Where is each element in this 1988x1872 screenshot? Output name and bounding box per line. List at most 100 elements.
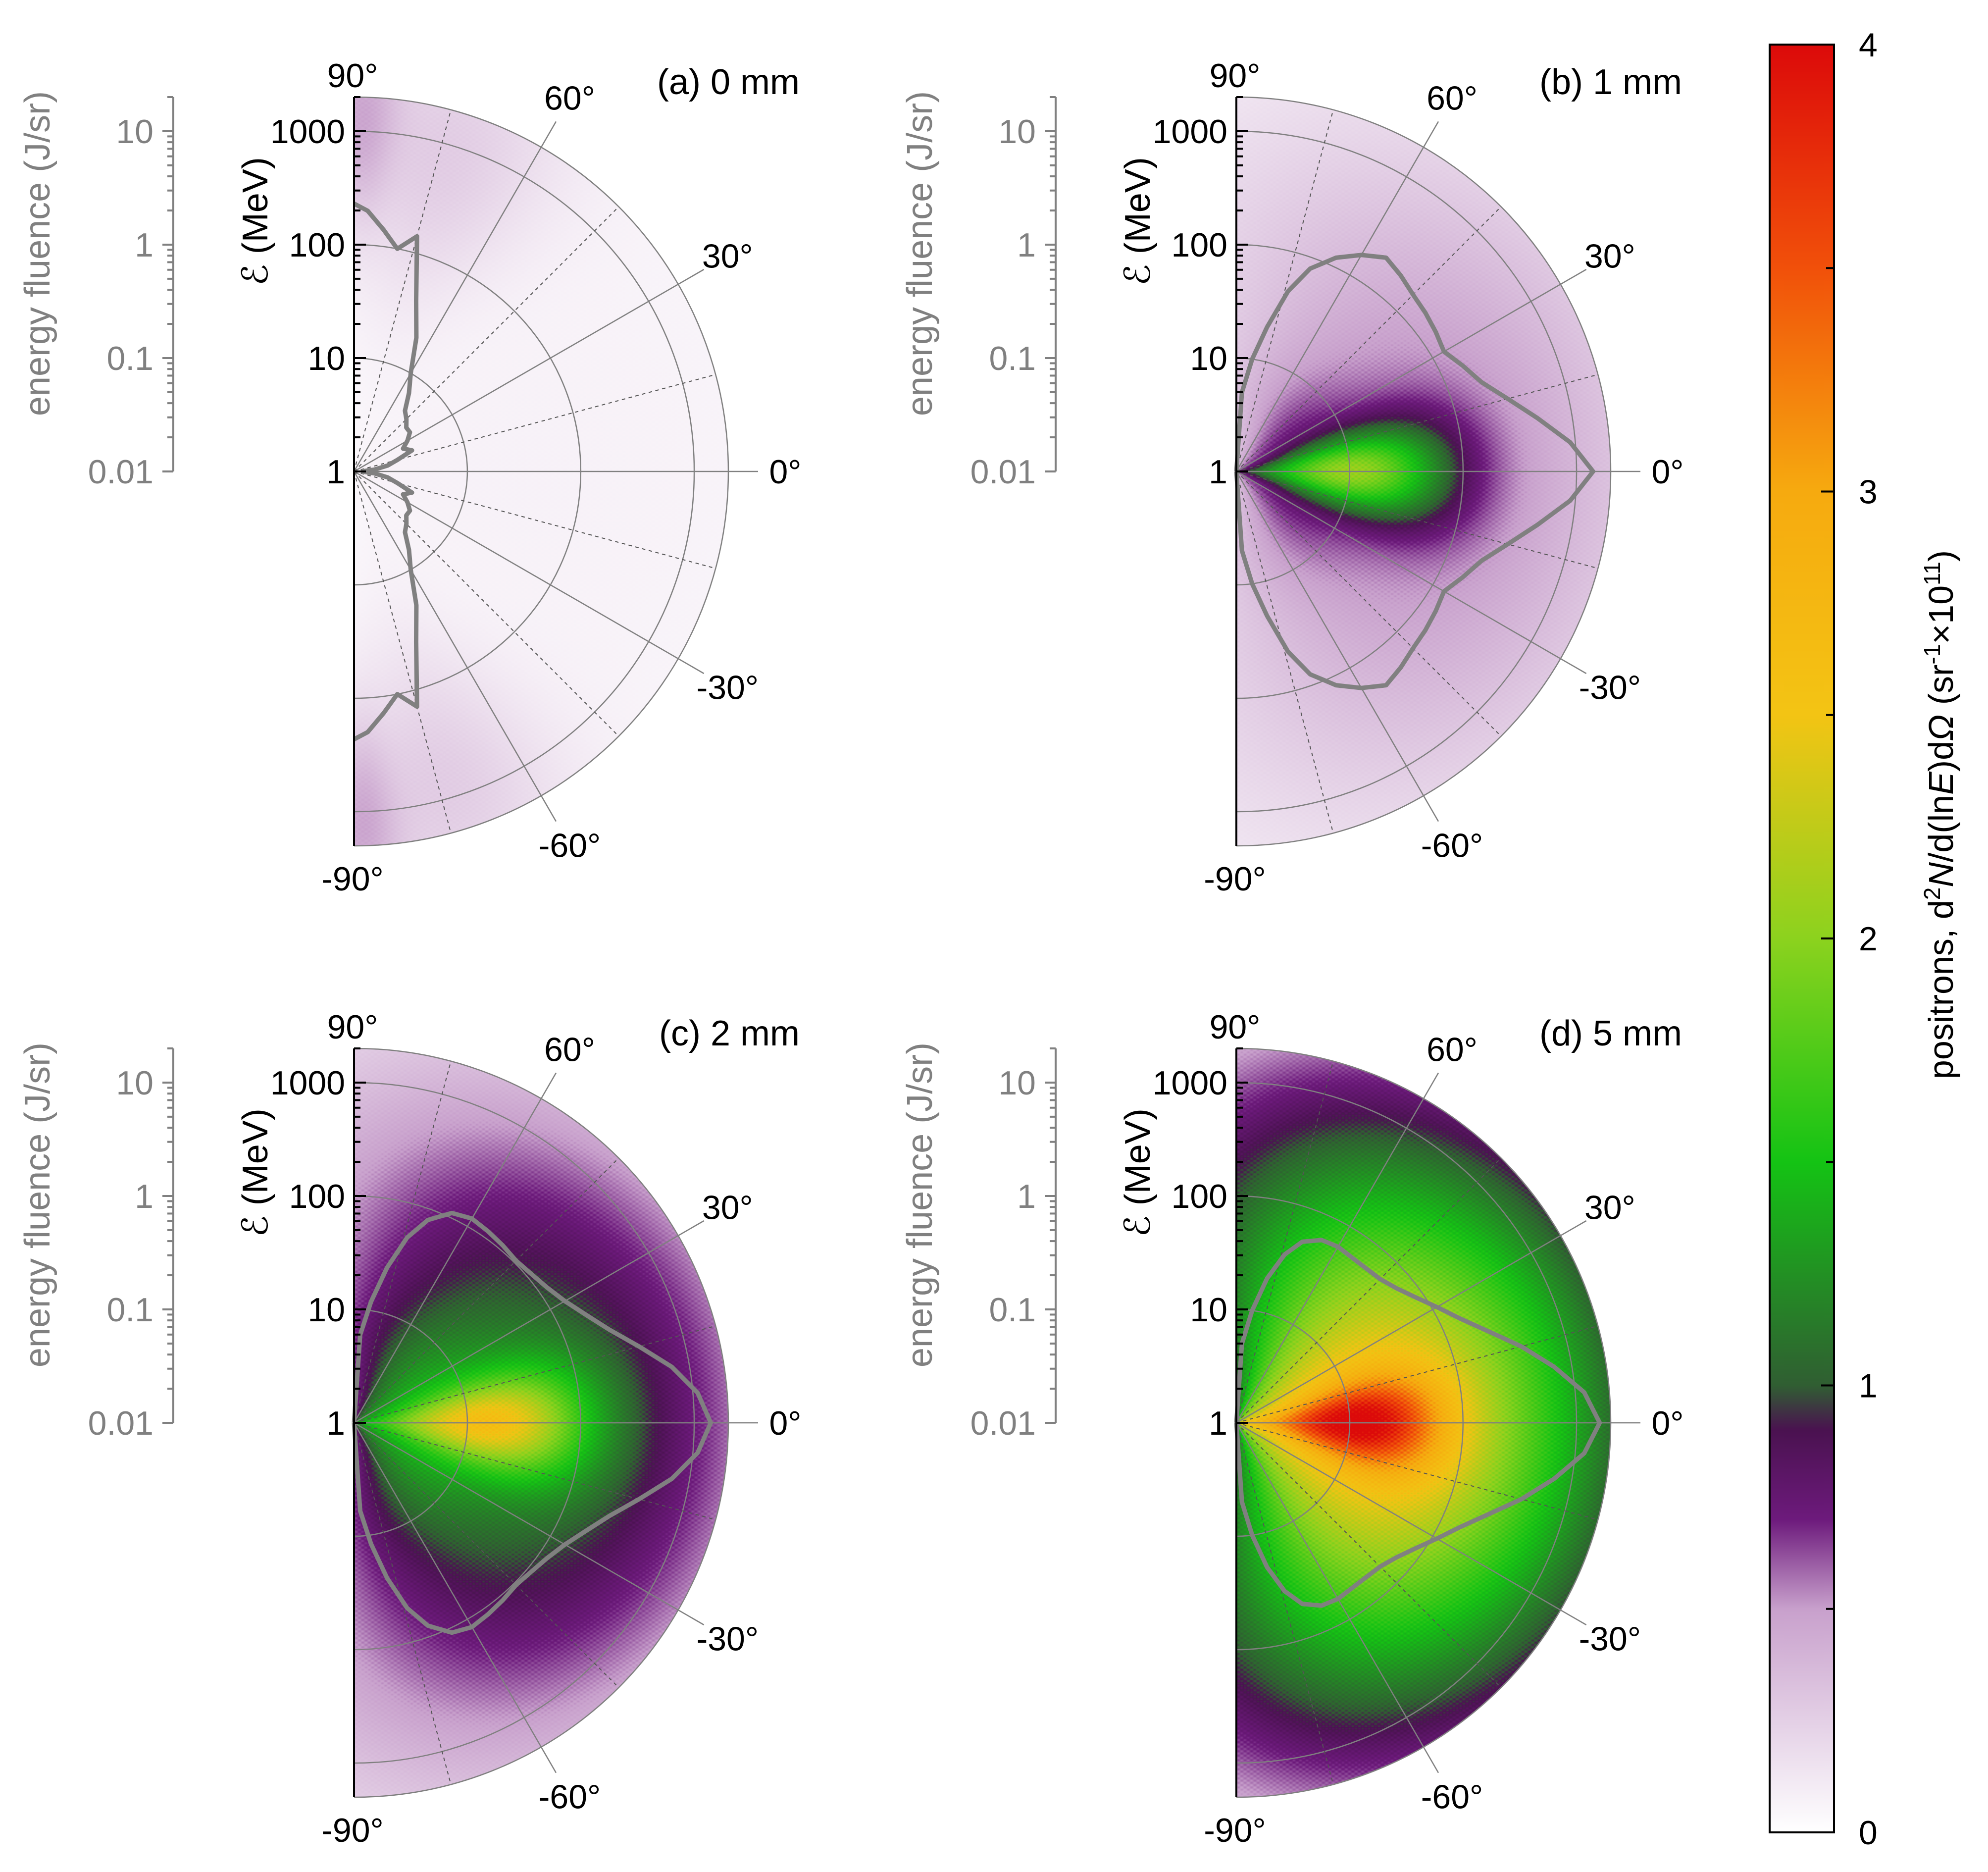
fluence-tick-label: 0.01 bbox=[970, 453, 1036, 491]
fluence-tick-label: 0.1 bbox=[989, 1291, 1036, 1329]
angle-grid-line bbox=[354, 470, 705, 675]
energy-tick-label: 100 bbox=[289, 1178, 345, 1215]
angle-label-minus90: -90° bbox=[321, 1812, 383, 1849]
angle-label: 30° bbox=[1584, 238, 1635, 275]
fluence-tick-label: 0.01 bbox=[88, 453, 153, 491]
angle-grid-dashed-line bbox=[354, 109, 452, 472]
angle-grid-dashed-line bbox=[1236, 374, 1598, 472]
energy-tick-label: 1 bbox=[326, 1404, 345, 1442]
colorbar-label-part: E bbox=[1922, 771, 1960, 795]
angle-label: -30° bbox=[697, 1620, 759, 1658]
angle-grid-line bbox=[1235, 471, 1439, 822]
angle-label-minus90: -90° bbox=[1204, 860, 1266, 898]
angle-grid-line bbox=[1235, 121, 1439, 472]
angle-grid-line bbox=[353, 471, 557, 822]
energy-tick-label: 10 bbox=[1190, 340, 1227, 377]
angle-grid-dashed-line bbox=[1236, 471, 1334, 833]
angle-grid-dashed-line bbox=[354, 1422, 619, 1688]
angle-grid-dashed-line bbox=[1236, 1422, 1598, 1520]
colorbar-label-part: 2 bbox=[1919, 887, 1945, 900]
angle-label: 0° bbox=[1651, 453, 1683, 491]
angle-grid-dashed-line bbox=[354, 471, 619, 737]
angle-label: 60° bbox=[1427, 80, 1478, 117]
angle-grid-dashed-line bbox=[1236, 1157, 1502, 1423]
fluence-tick-label: 10 bbox=[998, 1064, 1036, 1102]
panel-title: (c) 2 mm bbox=[659, 1014, 800, 1053]
panel-2: 1 10 100 1000 ℰ (MeV) 0.01 0.1 1 10 energy fluenc… bbox=[900, 57, 1684, 898]
angle-grid-line bbox=[1236, 1422, 1587, 1626]
angle-label: 60° bbox=[1427, 1031, 1478, 1069]
angle-label: 0° bbox=[1651, 1404, 1683, 1442]
angle-grid-dashed-line bbox=[1236, 206, 1502, 472]
fluence-axis-label: energy fluence (J/sr) bbox=[18, 1042, 57, 1367]
panel-title: (a) 0 mm bbox=[657, 62, 800, 102]
panel-title: (d) 5 mm bbox=[1539, 1014, 1682, 1053]
colorbar-tick-label: 1 bbox=[1859, 1367, 1878, 1405]
angle-grid-line bbox=[1236, 1220, 1587, 1424]
angle-label: -60° bbox=[1421, 1778, 1483, 1816]
fluence-tick-label: 1 bbox=[1017, 226, 1036, 264]
angle-label-90: 90° bbox=[1210, 1008, 1261, 1046]
angle-label: -60° bbox=[539, 1778, 601, 1816]
fluence-tick-label: 0.01 bbox=[970, 1404, 1036, 1442]
angle-label: -30° bbox=[1579, 669, 1641, 707]
fluence-axis-label: energy fluence (J/sr) bbox=[18, 91, 57, 416]
colorbar-label-part: N bbox=[1922, 862, 1960, 887]
angle-grid-line bbox=[1236, 268, 1587, 472]
energy-tick-label: 10 bbox=[307, 1291, 345, 1329]
angle-label: -60° bbox=[539, 827, 601, 864]
fluence-tick-label: 1 bbox=[135, 1178, 153, 1215]
energy-axis-label: ℰ (MeV) bbox=[1118, 157, 1158, 286]
energy-tick-label: 1000 bbox=[1153, 113, 1227, 151]
fluence-tick-label: 0.1 bbox=[106, 1291, 153, 1329]
angle-grid-line bbox=[353, 121, 557, 472]
energy-axis-label: ℰ (MeV) bbox=[236, 1108, 275, 1237]
colorbar-label-part: (sr bbox=[1922, 665, 1960, 715]
angle-label: -60° bbox=[1421, 827, 1483, 864]
angle-grid-dashed-line bbox=[1236, 1422, 1502, 1688]
colorbar-label-part: -1 bbox=[1919, 644, 1945, 665]
angle-grid-dashed-line bbox=[354, 374, 716, 472]
energy-tick-label: 1 bbox=[326, 453, 345, 491]
panel-title: (b) 1 mm bbox=[1539, 62, 1682, 102]
fluence-tick-label: 0.01 bbox=[88, 1404, 153, 1442]
angle-grid-dashed-line bbox=[1236, 109, 1334, 472]
colorbar-label-part: )d bbox=[1922, 741, 1960, 772]
energy-tick-label: 100 bbox=[1172, 226, 1227, 264]
energy-tick-label: 1000 bbox=[270, 1064, 345, 1102]
colorbar-label-part: ) bbox=[1922, 550, 1960, 562]
fluence-tick-label: 10 bbox=[116, 1064, 153, 1102]
colorbar-tick-label: 4 bbox=[1859, 26, 1878, 64]
angle-grid-dashed-line bbox=[1236, 1061, 1334, 1423]
angle-grid-line bbox=[353, 1422, 557, 1773]
angle-grid-dashed-line bbox=[1236, 1422, 1334, 1785]
energy-tick-label: 1 bbox=[1209, 1404, 1227, 1442]
colorbar-tick-label: 3 bbox=[1859, 473, 1878, 511]
angle-label: -30° bbox=[1579, 1620, 1641, 1658]
angle-label: 30° bbox=[702, 1189, 753, 1227]
angle-grid-dashed-line bbox=[354, 471, 452, 833]
fluence-tick-label: 10 bbox=[116, 113, 153, 151]
angle-label-minus90: -90° bbox=[321, 860, 383, 898]
colorbar-label-part: Ω bbox=[1922, 715, 1960, 741]
angle-grid-line bbox=[354, 1422, 705, 1626]
angle-grid-line bbox=[1236, 470, 1587, 675]
colorbar-label-part: 11 bbox=[1919, 562, 1945, 585]
energy-tick-label: 100 bbox=[289, 226, 345, 264]
angle-grid-dashed-line bbox=[354, 1422, 716, 1520]
angle-label: 0° bbox=[769, 453, 801, 491]
angle-grid-dashed-line bbox=[354, 1157, 619, 1423]
angle-label-90: 90° bbox=[327, 57, 378, 95]
energy-tick-label: 1000 bbox=[270, 113, 345, 151]
angle-grid-dashed-line bbox=[1236, 471, 1502, 737]
fluence-tick-label: 0.1 bbox=[106, 340, 153, 377]
angle-label: 60° bbox=[544, 1031, 595, 1069]
energy-tick-label: 1 bbox=[1209, 453, 1227, 491]
angle-grid-dashed-line bbox=[354, 471, 716, 569]
angle-grid-dashed-line bbox=[1236, 471, 1598, 569]
angle-label-90: 90° bbox=[1210, 57, 1261, 95]
angle-grid-dashed-line bbox=[354, 1325, 716, 1423]
angle-grid-line bbox=[354, 268, 705, 472]
